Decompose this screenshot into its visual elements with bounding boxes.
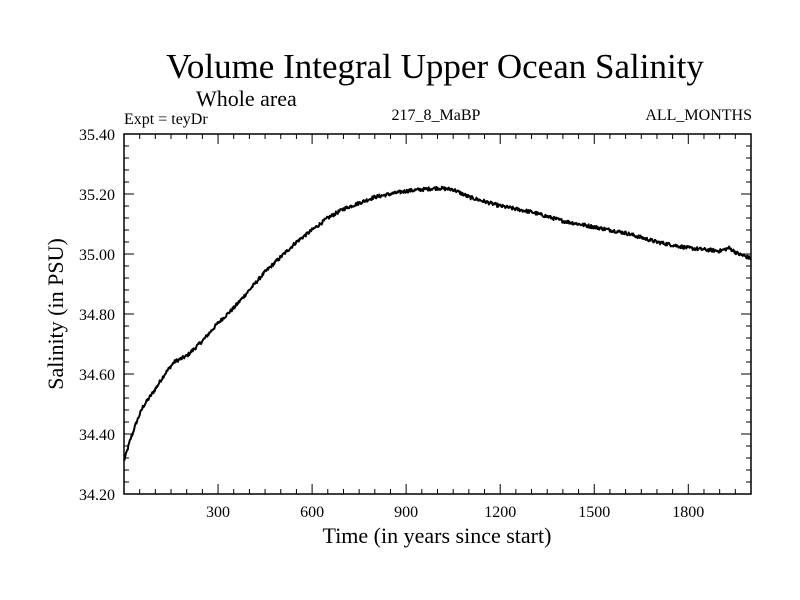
x-axis-label: Time (in years since start) xyxy=(323,523,552,548)
annotation-center: 217_8_MaBP xyxy=(392,107,481,124)
x-tick-label: 900 xyxy=(394,504,418,521)
x-tick-label: 1200 xyxy=(484,504,516,521)
x-tick-label: 600 xyxy=(300,504,324,521)
y-tick-label: 34.80 xyxy=(79,307,115,324)
axis-ticks xyxy=(124,134,751,494)
y-tick-label: 35.20 xyxy=(79,187,115,204)
y-tick-label: 34.60 xyxy=(79,367,115,384)
chart-title: Volume Integral Upper Ocean Salinity xyxy=(166,47,704,86)
annotation-left: Expt = teyDr xyxy=(124,111,208,128)
y-tick-label: 34.20 xyxy=(79,487,115,504)
annotation-right: ALL_MONTHS xyxy=(645,107,752,124)
x-tick-label: 1500 xyxy=(578,504,610,521)
series-line-salinity xyxy=(123,185,752,461)
y-tick-label: 34.40 xyxy=(79,427,115,444)
y-tick-label: 35.40 xyxy=(79,127,115,144)
y-axis-label: Salinity (in PSU) xyxy=(43,238,68,390)
x-tick-label: 300 xyxy=(206,504,230,521)
chart-subtitle: Whole area xyxy=(196,86,297,111)
axis-tick-labels: 300 600 900 1200 1500 1800 34.20 34.40 34.60 34.8… xyxy=(79,127,704,521)
y-tick-label: 35.00 xyxy=(79,247,115,264)
x-tick-label: 1800 xyxy=(672,504,704,521)
